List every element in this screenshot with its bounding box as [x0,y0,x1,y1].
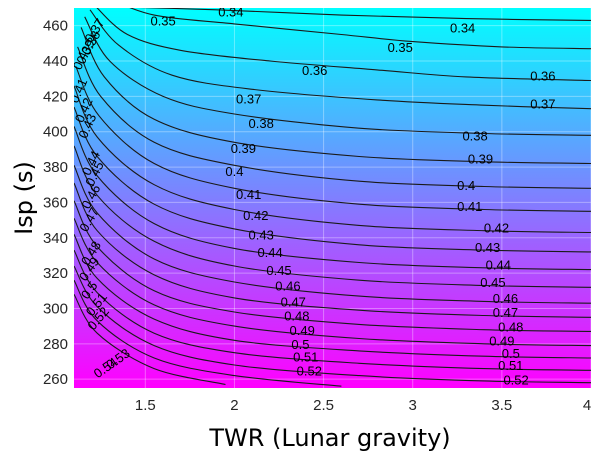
x-tick-label: 3 [409,397,417,414]
contour-label: 0.48 [284,309,309,324]
contour-label: 0.5 [502,346,520,361]
contour-label: 0.49 [489,333,514,348]
contour-label: 0.39 [231,141,256,156]
contour-label: 0.37 [530,97,555,112]
contour-line-0-5 [74,233,591,359]
contour-label: 0.38 [462,128,487,143]
contour-line-0-49 [74,218,591,347]
contour-label: 0.52 [297,364,322,379]
y-tick-label: 320 [43,265,68,282]
contour-label: 0.36 [530,68,555,83]
contour-label: 0.44 [257,245,282,260]
contour-label: 0.52 [503,372,528,387]
contour-label: 0.34 [218,5,243,20]
y-tick-label: 400 [43,124,68,141]
contour-line-0-45 [74,145,591,288]
contour-line-0-4 [77,46,591,189]
contour-label: 0.43 [475,240,500,255]
contour-line-0-39 [80,27,591,165]
y-tick-label: 440 [43,53,68,70]
contour-label: 0.47 [493,305,518,320]
contour-line-0-46 [74,165,591,304]
y-tick-label: 380 [43,159,68,176]
contour-label: 0.41 [236,187,261,202]
y-tick-label: 260 [43,371,68,388]
contour-label: 0.51 [498,358,523,373]
contour-label: 0.4 [225,164,243,179]
contour-line-0-53 [74,279,342,387]
y-tick-labels: 260 280 300 320 340 360 380 400 420 440 460 [43,18,68,388]
contour-label: 0.35 [388,40,413,55]
x-axis-title: TWR (Lunar gravity) [208,424,450,452]
contour-line-0-35 [129,8,591,50]
contour-label: 0.41 [457,199,482,214]
x-tick-label: 3.5 [491,397,512,414]
contour-label: 0.37 [236,91,261,106]
contour-line-0-41 [75,66,591,212]
contour-label: 0.38 [249,116,274,131]
contour-label: 0.46 [493,291,518,306]
contour-label: 0.48 [498,319,523,334]
y-axis-title: Isp (s) [10,161,38,235]
contour-line-0-43 [74,106,591,253]
contour-label: 0.36 [302,63,327,78]
y-tick-label: 360 [43,194,68,211]
contour-line-0-54 [74,294,226,386]
contour-line-0-44 [74,126,591,271]
plot-background [74,8,591,388]
y-tick-label: 460 [43,18,68,35]
contour-label: 0.44 [486,257,511,272]
y-tick-label: 280 [43,336,68,353]
contour-line-0-52 [74,265,591,384]
contour-line-0-36 [96,8,591,82]
contour-lines [74,8,591,387]
contour-line-0-48 [74,200,591,332]
contour-label: 0.5 [291,337,309,352]
contour-line-0-42 [74,85,591,234]
x-tick-labels: 1.5 2 2.5 3 3.5 4 [135,397,591,414]
contour-label: 0.46 [275,279,300,294]
contour-label: 0.4 [457,178,475,193]
x-tick-label: 2 [230,397,238,414]
contour-line-0-47 [74,182,591,318]
y-tick-label: 420 [43,88,68,105]
contour-line-0-51 [74,249,591,371]
x-tick-label: 1.5 [135,397,156,414]
x-tick-label: 2.5 [313,397,334,414]
contour-label: 0.45 [480,275,505,290]
y-tick-label: 300 [43,300,68,317]
contour-line-0-37 [89,9,591,110]
contour-label: 0.42 [243,208,268,223]
contour-line-0-34 [138,8,591,21]
contour-label: 0.39 [468,151,493,166]
contour-label: 0.42 [484,220,509,235]
contour-label: 0.51 [293,349,318,364]
contour-label: 0.49 [290,323,315,338]
y-tick-label: 340 [43,230,68,247]
contour-label: 0.34 [450,21,475,36]
contour-label: 0.43 [249,227,274,242]
contour-label: 0.35 [150,14,175,29]
contour-label: 0.47 [281,295,306,310]
contour-label: 0.45 [266,263,291,278]
contour-line-0-38 [84,16,591,136]
x-tick-label: 4 [583,397,591,414]
